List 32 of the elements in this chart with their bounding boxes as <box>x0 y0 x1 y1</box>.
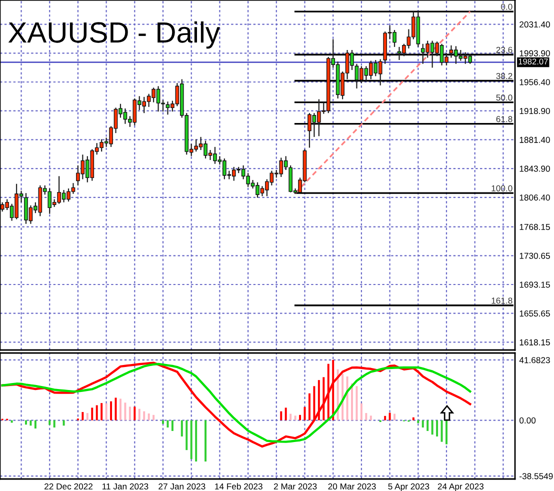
x-tick-label: 20 Mar 2023 <box>328 483 376 490</box>
y-tick-label: 1843.90 <box>520 166 550 172</box>
series-label: 50.0 <box>496 94 512 101</box>
x-tick-label: 11 Jan 2023 <box>102 483 148 490</box>
ref-line-label: 1982.07 <box>518 58 548 64</box>
y-tick-label: 1956.40 <box>520 79 550 86</box>
y-tick-label: 2031.40 <box>520 21 550 28</box>
y-tick-label: 1655.65 <box>520 310 550 317</box>
y-tick-label: 1881.40 <box>520 136 550 143</box>
x-tick-label: 24 Apr 2023 <box>438 483 484 491</box>
series-label: 61.8 <box>496 116 512 122</box>
series-label: 38.2 <box>496 72 512 80</box>
y-tick-label: 1730.65 <box>520 252 550 259</box>
text: XAUUSD - Daily <box>8 21 220 49</box>
y-tick-label: -38.5549 <box>520 473 553 480</box>
x-tick-label: 2 Mar 2023 <box>274 483 317 490</box>
y-tick-label: 1806.40 <box>520 194 550 201</box>
series-label: 100.0 <box>492 185 512 192</box>
series-label: 23.6 <box>496 46 512 53</box>
series-label: 161.8 <box>492 298 512 304</box>
x-tick-label: 5 Apr 2023 <box>388 483 430 491</box>
x-tick-label: 14 Feb 2023 <box>215 483 262 490</box>
y-tick-label: 1993.90 <box>520 50 550 56</box>
y-tick-label: 1693.15 <box>520 282 550 288</box>
y-tick-label: 1618.15 <box>520 339 550 346</box>
y-tick-label: 0.00 <box>520 417 536 424</box>
x-tick-label: 27 Jan 2023 <box>158 483 206 490</box>
y-tick-label: 1768.15 <box>520 224 550 230</box>
x-tick-label: 22 Dec 2022 <box>44 483 92 490</box>
series-label: 0.0 <box>501 4 512 10</box>
y-tick-label: 41.6823 <box>519 357 550 364</box>
y-tick-label: 1918.90 <box>520 108 550 114</box>
